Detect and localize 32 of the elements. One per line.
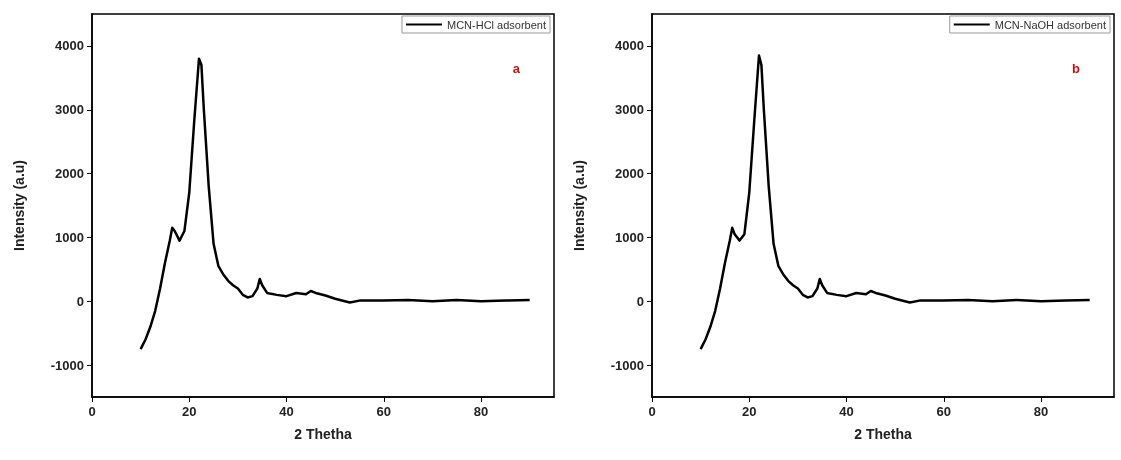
y-tick-label: 4000 (55, 38, 84, 54)
y-tick-label: 3000 (615, 102, 644, 118)
y-tick-label: 1000 (615, 229, 644, 245)
x-tick-label: 0 (88, 404, 96, 419)
line-series (139, 57, 531, 351)
x-tick-label: 60 (376, 404, 392, 419)
y-tick-label: 1000 (55, 229, 84, 245)
y-tick-label: 4000 (615, 38, 644, 54)
x-tick-label: 40 (279, 404, 294, 419)
x-tick-label: 40 (839, 404, 854, 419)
y-tick-label: 0 (636, 293, 644, 309)
y-tick-label: 3000 (55, 102, 84, 118)
y-tick-label: 0 (76, 293, 84, 309)
y-tick-label: 2000 (615, 166, 644, 182)
y-axis-title: Intensity (a.u) (571, 159, 587, 252)
line-series (699, 54, 1091, 351)
x-axis-title: 2 Thetha (854, 426, 912, 442)
x-tick-label: 80 (473, 404, 489, 419)
legend-label: MCN-NaOH adsorbent (994, 18, 1107, 31)
annotation: b (1072, 61, 1081, 76)
y-tick-label: -1000 (50, 357, 84, 373)
y-axis-title: Intensity (a.u) (11, 159, 27, 252)
legend-label: MCN-HCl adsorbent (446, 18, 546, 31)
y-tick-label: 2000 (55, 166, 84, 182)
x-tick-label: 60 (936, 404, 952, 419)
annotation: a (512, 61, 521, 76)
y-tick-label: -1000 (610, 357, 644, 373)
x-tick-label: 20 (182, 404, 197, 419)
x-tick-label: 0 (648, 404, 656, 419)
x-tick-label: 80 (1033, 404, 1049, 419)
x-tick-label: 20 (742, 404, 757, 419)
x-axis-title: 2 Thetha (294, 426, 352, 442)
